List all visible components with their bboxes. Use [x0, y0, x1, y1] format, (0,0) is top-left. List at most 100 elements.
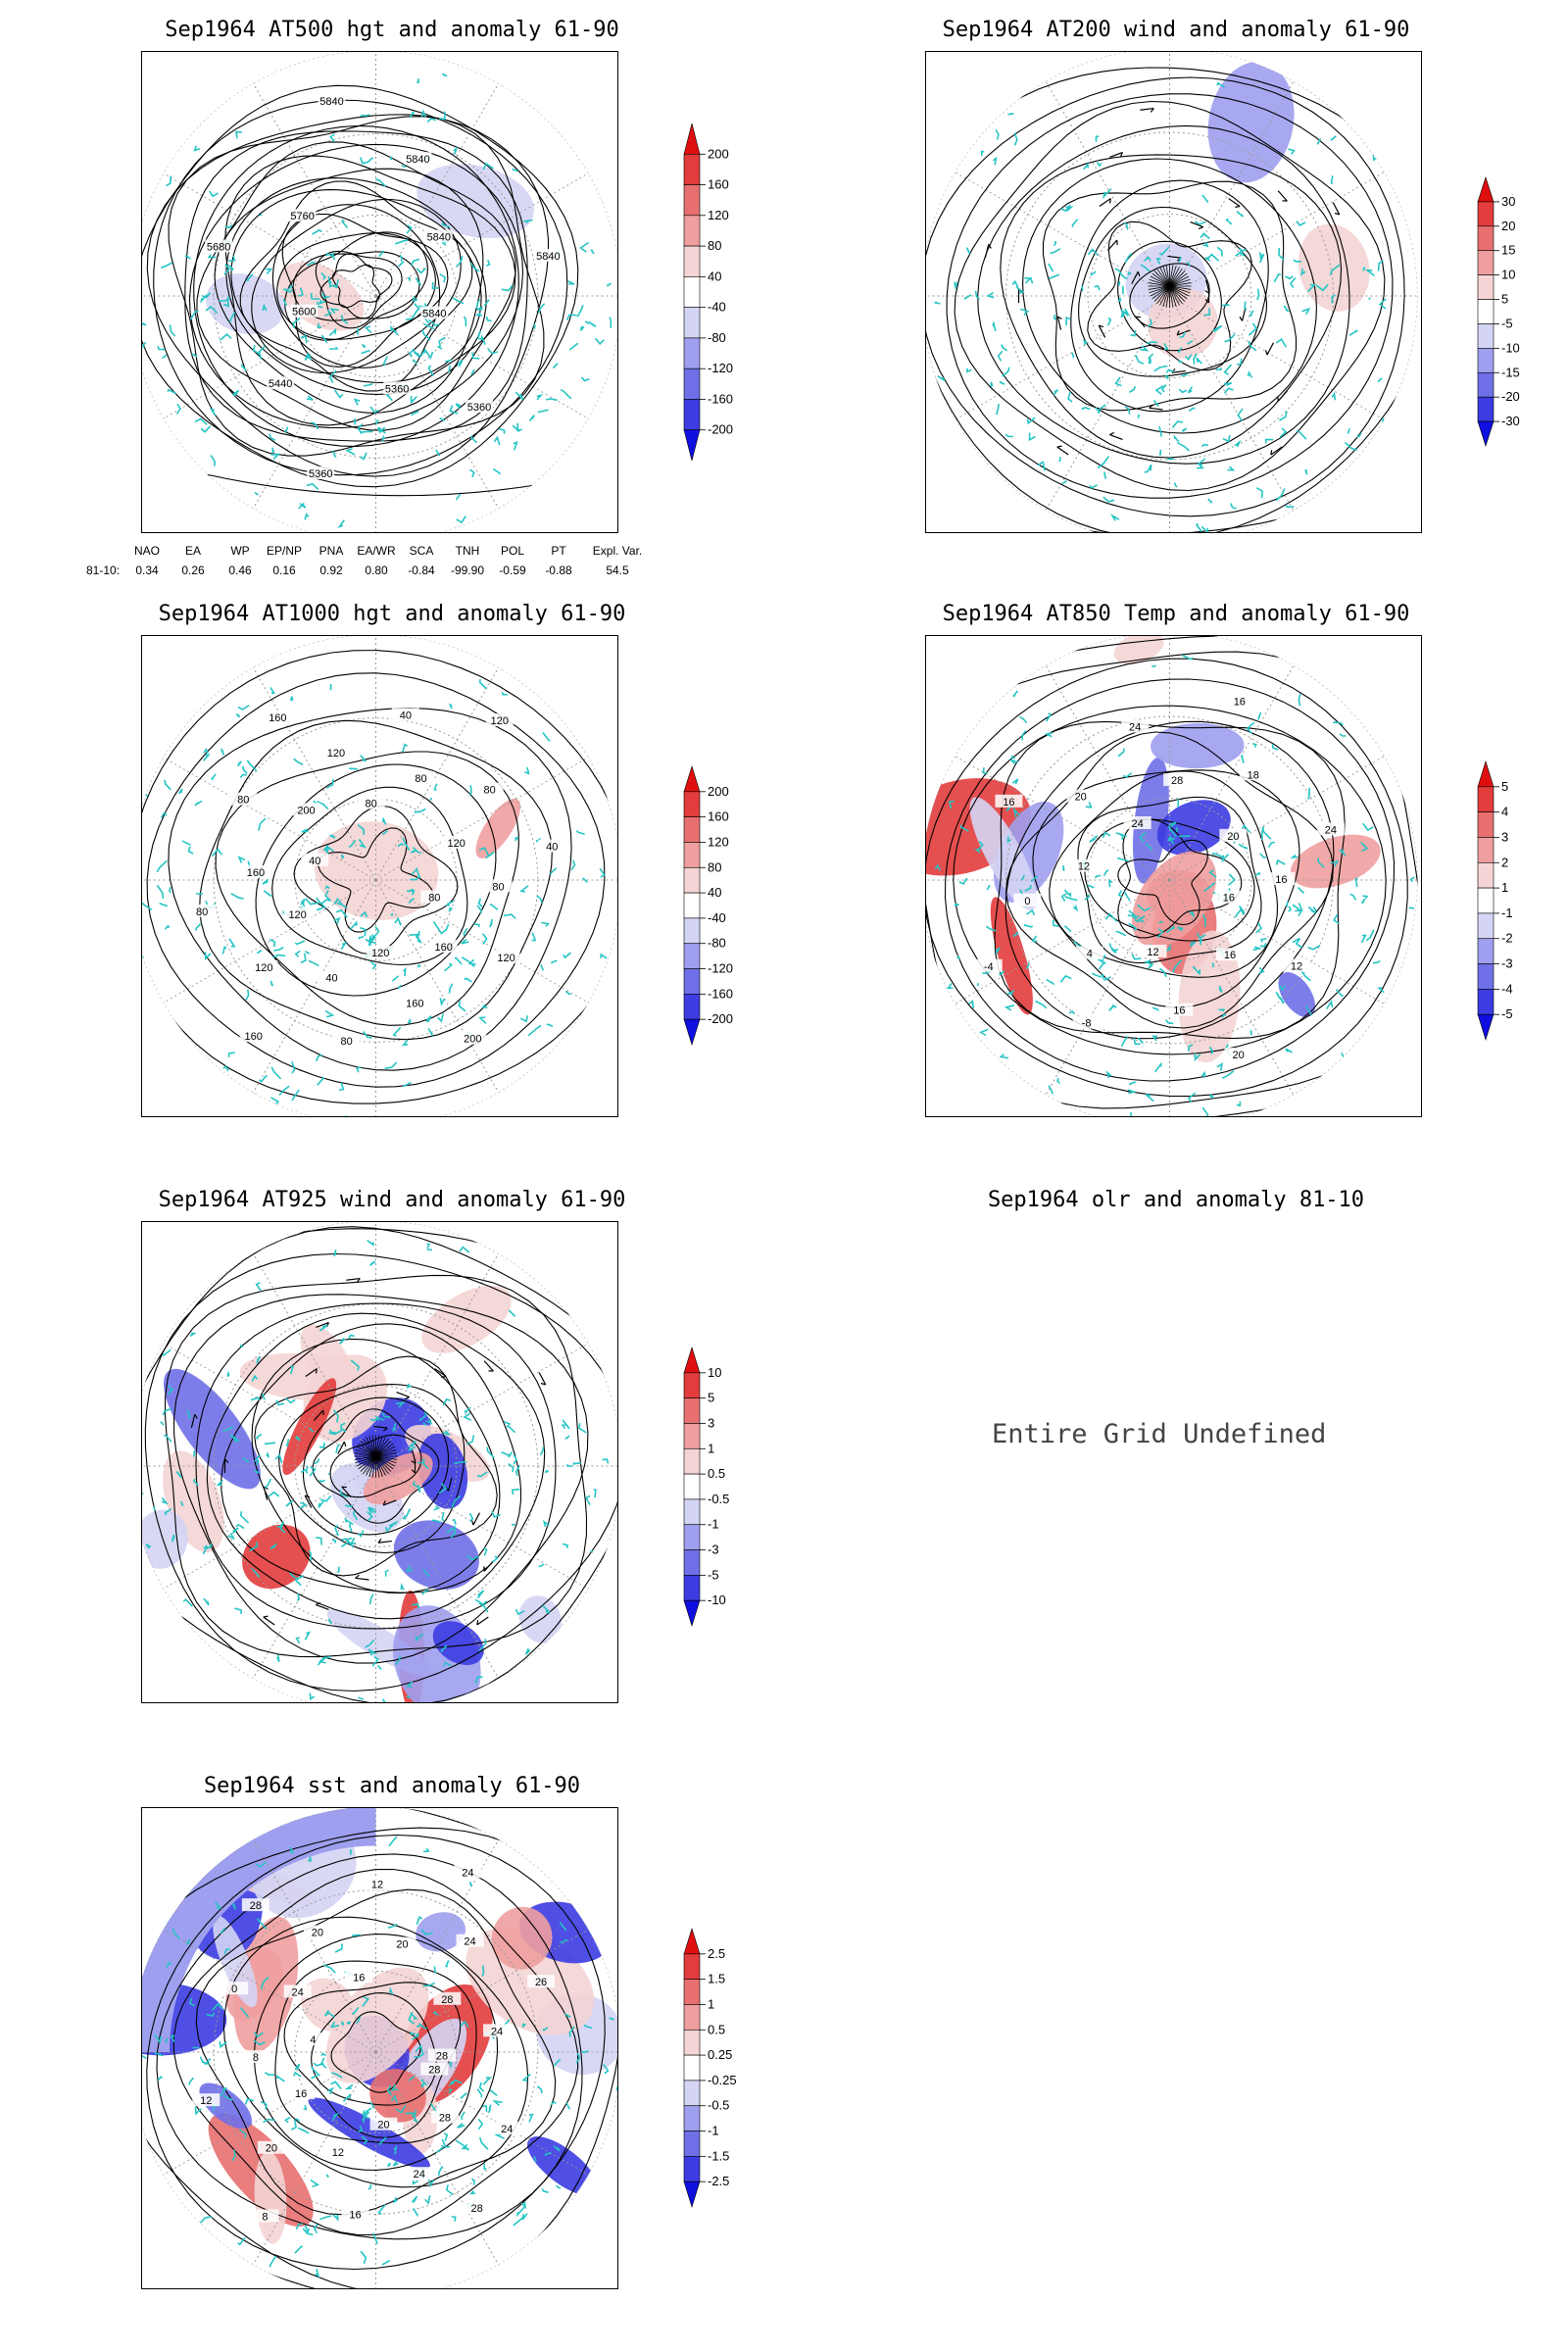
- contour-line: [318, 827, 434, 933]
- streamline: [1150, 275, 1170, 287]
- contour-label-bg: [456, 1934, 484, 1947]
- colorbar-arrow-bottom: [683, 429, 701, 462]
- streamline: [1169, 278, 1191, 287]
- streamline-arrow: [190, 1413, 198, 1428]
- contour-label: 24: [462, 1867, 473, 1879]
- panel-sst: Sep1964 sst and anomaly 61-90 28 24 28 28 24…: [118, 1774, 737, 2323]
- colorbar-bin: [1477, 299, 1494, 324]
- contour-label: 200: [297, 805, 315, 816]
- colorbar-bin: [1477, 201, 1494, 227]
- colorbar-bin: [1477, 861, 1494, 889]
- streamline-arrow: [314, 1409, 324, 1421]
- contour-line: [977, 124, 1350, 465]
- contour-label-bg: [463, 2201, 491, 2215]
- colorbar-label: -1: [1501, 906, 1513, 920]
- contour-label: 20: [1227, 831, 1239, 843]
- index-row-label: 81-10:: [86, 564, 120, 577]
- contour-line: [188, 143, 524, 429]
- colorbar-bin: [683, 2156, 701, 2182]
- positive-anomaly: [491, 1906, 553, 1970]
- panel-850temp: Sep1964 AT850 Temp and anomaly 61-90 16 1…: [902, 602, 1513, 1151]
- colorbar-label: 5: [1501, 292, 1508, 307]
- streamline-arrow: [1135, 316, 1146, 328]
- contour-label: 120: [327, 748, 345, 760]
- negative-anomaly: [432, 1621, 484, 1666]
- colorbar-label: -1: [708, 2124, 719, 2138]
- streamline-arrow: [346, 1277, 361, 1283]
- contour-label: 80: [492, 881, 504, 893]
- index-value: 54.5: [606, 564, 629, 577]
- streamline: [1169, 285, 1192, 290]
- streamline: [363, 1438, 376, 1457]
- contour-line: [251, 1338, 501, 1594]
- contour-label-bg: [357, 796, 385, 809]
- index-header: EP/NP: [267, 544, 302, 558]
- streamline-arrow: [483, 1560, 494, 1572]
- streamline-arrow: [434, 1368, 447, 1378]
- contour-line: [184, 130, 528, 442]
- negative-anomaly: [417, 1433, 468, 1509]
- colorbar-label: -80: [708, 936, 726, 951]
- contour-label-bg: [404, 152, 432, 166]
- contour-label-bg: [1283, 958, 1311, 972]
- contour-label-bg: [1165, 1003, 1194, 1016]
- contour-label-bg: [318, 94, 346, 108]
- contour-label: 160: [435, 942, 453, 954]
- contour-line: [146, 672, 606, 1088]
- contour-label-bg: [534, 249, 563, 263]
- contour-line: [1022, 158, 1317, 434]
- contour-label: 12: [371, 1880, 383, 1891]
- contour-label: 5680: [207, 241, 230, 253]
- contour-label-bg: [493, 2121, 521, 2134]
- contour-label: 20: [396, 1939, 408, 1951]
- colorbar-label: 160: [708, 809, 729, 824]
- meridian: [955, 756, 1170, 881]
- contour-line: [1004, 720, 1335, 1040]
- colorbar-label: 0.5: [708, 1466, 725, 1481]
- streamline-arrow: [377, 1539, 392, 1544]
- coastline: [926, 81, 1387, 532]
- meridian: [1045, 879, 1170, 1096]
- colorbar-label: -0.25: [708, 2073, 737, 2087]
- contour-label-bg: [241, 864, 270, 878]
- contour-label: 0: [1024, 896, 1030, 907]
- colorbar-label: 1: [708, 1441, 714, 1455]
- contour-label: 80: [340, 1036, 352, 1048]
- colorbar: 5 4 3 2 1 -1 -2 -3 -4 -5: [1470, 754, 1568, 1048]
- colorbar-label: -200: [708, 422, 733, 437]
- latitude-circle: [294, 1384, 458, 1548]
- contour-line: [173, 1294, 589, 1664]
- meridian: [1169, 295, 1385, 420]
- colorbar-label: 5: [1501, 779, 1508, 794]
- colorbar-bin: [1477, 963, 1494, 990]
- colorbar-bin: [683, 1423, 701, 1449]
- contour-label: 200: [464, 1034, 481, 1046]
- contour-label: 24: [464, 1936, 475, 1948]
- contour-label: 24: [1129, 722, 1141, 734]
- panel-500hgt: Sep1964 AT500 hgt and anomaly 61-90 5840…: [118, 18, 733, 566]
- contour-label-bg: [1316, 822, 1345, 836]
- colorbar-label: 80: [708, 859, 721, 874]
- contour-label-bg: [1224, 1048, 1252, 1061]
- colorbar-label: -5: [1501, 1006, 1513, 1021]
- contour-label-bg: [1066, 789, 1095, 803]
- positive-anomaly: [1178, 930, 1241, 1063]
- contour-label-bg: [391, 708, 419, 721]
- contour-label: 0: [231, 1984, 237, 1995]
- contour-label: 28: [441, 1994, 453, 2006]
- contour-label-bg: [267, 376, 295, 390]
- streamline: [375, 1446, 396, 1457]
- contour-label-bg: [1215, 948, 1244, 961]
- colorbar-arrow-bottom: [1477, 1013, 1494, 1042]
- colorbar-label: 1: [1501, 880, 1508, 895]
- streamline-arrow: [1176, 329, 1191, 336]
- colorbar-bin: [1477, 348, 1494, 373]
- contour-label: 4: [1087, 949, 1093, 960]
- panel-925wind: Sep1964 AT925 wind and anomaly 61-90 10 5…: [118, 1188, 729, 1737]
- contour-line: [195, 1302, 557, 1630]
- map-frame: 5840 5360 5360 5360 5440 5600 5680 5760 5840 5840…: [141, 51, 618, 533]
- colorbar-label: -2.5: [708, 2174, 729, 2188]
- streamline: [1169, 285, 1183, 305]
- contour-line: [329, 1434, 422, 1498]
- contour-label-bg: [257, 2140, 285, 2154]
